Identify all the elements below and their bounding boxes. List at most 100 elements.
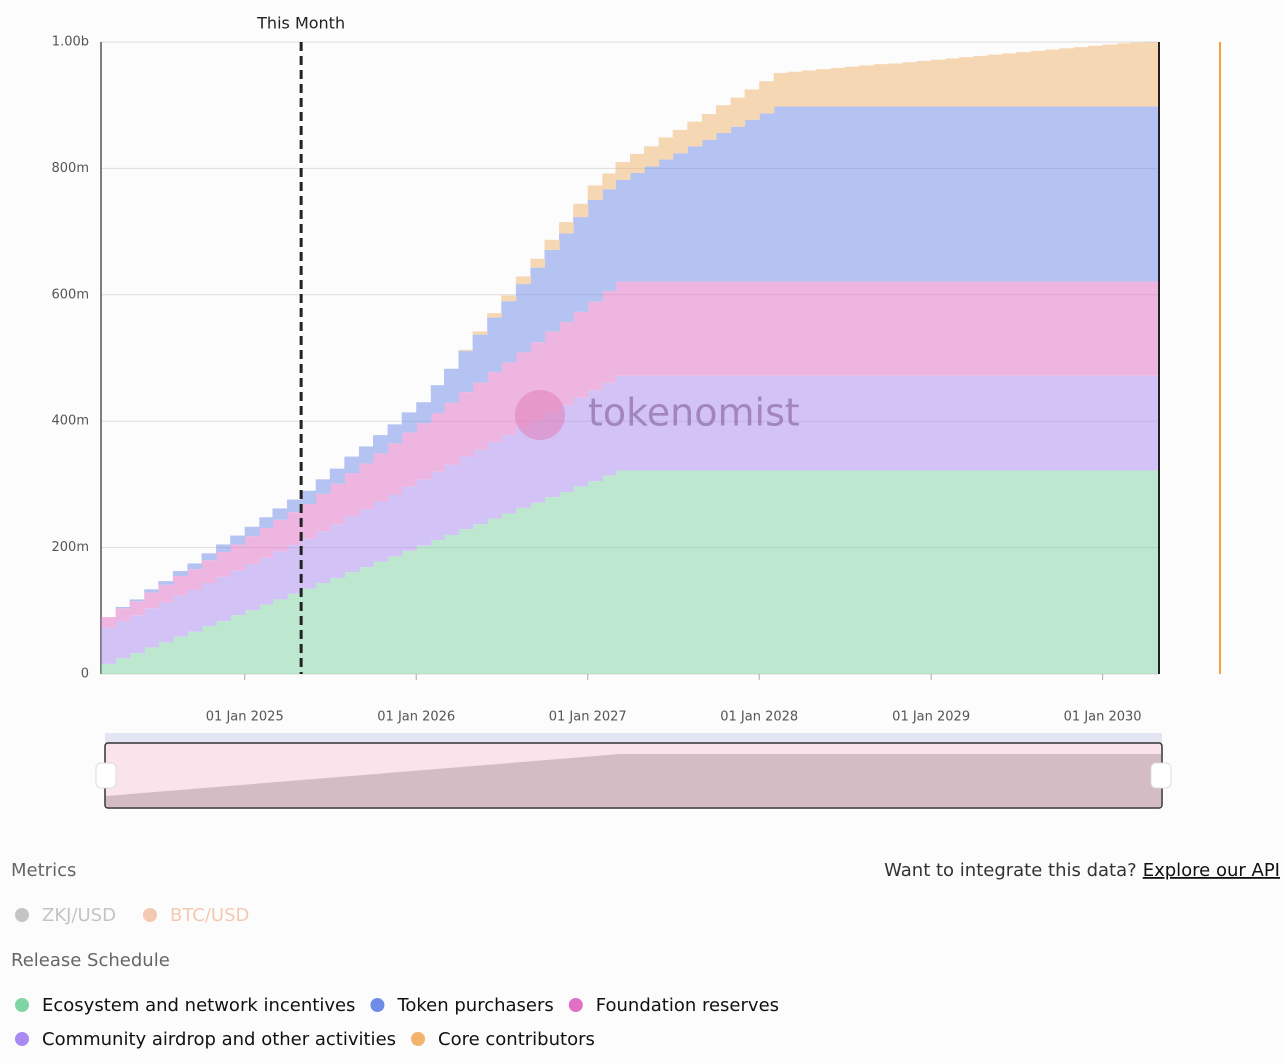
navigator-handle[interactable] [1150, 762, 1172, 789]
area-step [916, 281, 932, 376]
area-step [744, 281, 760, 376]
area-step [487, 371, 502, 443]
area-step [373, 435, 389, 454]
area-step [973, 470, 989, 674]
area-step [287, 593, 302, 674]
legend-label[interactable]: Ecosystem and network incentives [42, 995, 355, 1016]
area-step [630, 375, 645, 471]
watermark-logo [515, 390, 565, 440]
area-step [958, 375, 975, 471]
area-step [1016, 106, 1032, 282]
area-step [344, 572, 360, 674]
navigator-handle[interactable] [95, 762, 117, 789]
area-step [602, 189, 617, 292]
area-step [1117, 375, 1131, 471]
area-step [630, 470, 645, 674]
area-step [587, 481, 603, 674]
area-step [830, 106, 846, 282]
area-step [244, 536, 260, 565]
y-tick-label: 1.00b [52, 35, 89, 50]
legend-label[interactable]: Community airdrop and other activities [42, 1029, 396, 1050]
area-step [701, 114, 717, 140]
legend-dot[interactable] [15, 998, 29, 1012]
area-step [458, 392, 474, 457]
legend-label[interactable]: Core contributors [438, 1029, 595, 1050]
area-step [602, 291, 617, 383]
area-step [387, 556, 403, 674]
area-step [902, 281, 918, 376]
metric-dot[interactable] [142, 908, 157, 922]
legend-dot[interactable] [568, 998, 583, 1012]
area-step [973, 281, 989, 376]
area-step [887, 281, 904, 376]
area-step [587, 301, 603, 391]
area-step [931, 375, 947, 471]
area-step [430, 471, 445, 541]
area-step [144, 589, 159, 593]
area-step [487, 317, 502, 372]
area-step [1059, 48, 1075, 107]
area-step [830, 67, 846, 107]
area-step [515, 276, 532, 285]
x-tick-label: 01 Jan 2029 [892, 710, 970, 725]
area-step [387, 424, 403, 444]
area-step [730, 126, 746, 282]
area-step [472, 334, 488, 383]
area-step [658, 375, 674, 471]
area-step [1144, 106, 1159, 282]
api-link[interactable]: Explore our API [1143, 860, 1280, 881]
y-tick-label: 400m [52, 414, 89, 429]
area-step [401, 550, 417, 674]
area-step [101, 663, 117, 674]
area-step [1002, 106, 1017, 282]
navigator-scrollbar[interactable] [105, 733, 1162, 743]
area-step [472, 524, 488, 674]
area-step [401, 486, 417, 551]
area-step [1102, 106, 1118, 282]
area-step [1130, 375, 1146, 471]
metric-label[interactable]: ZKJ/USD [42, 905, 116, 926]
area-step [773, 281, 788, 376]
area-step [931, 106, 947, 282]
legend-dot[interactable] [411, 1032, 426, 1046]
area-step [873, 375, 889, 471]
x-tick-label: 01 Jan 2030 [1064, 710, 1142, 725]
legend-label[interactable]: Token purchasers [396, 995, 553, 1016]
metric-dot[interactable] [15, 908, 29, 922]
area-step [973, 375, 989, 471]
area-step [945, 281, 960, 376]
area-step [987, 375, 1003, 471]
area-step [759, 81, 775, 114]
area-step [329, 483, 345, 525]
metric-label[interactable]: BTC/USD [170, 905, 249, 926]
area-step [916, 60, 932, 107]
area-step [801, 106, 817, 282]
legend-dot[interactable] [370, 998, 385, 1012]
area-step [1030, 470, 1046, 674]
area-step [844, 470, 860, 674]
area-step [687, 375, 703, 471]
area-step [1002, 281, 1017, 376]
area-step [1102, 44, 1118, 107]
legend-dot[interactable] [15, 1032, 29, 1046]
area-step [544, 249, 560, 332]
area-step [344, 516, 360, 573]
area-step [387, 443, 403, 495]
area-step [916, 470, 932, 674]
area-step [945, 375, 960, 471]
area-step [816, 375, 832, 471]
area-step [830, 281, 846, 376]
area-step [830, 375, 846, 471]
legend-label[interactable]: Foundation reserves [596, 995, 779, 1016]
area-step [472, 449, 488, 525]
area-step [501, 435, 517, 514]
area-step [1045, 49, 1061, 107]
area-step [216, 620, 231, 674]
area-step [672, 470, 688, 674]
area-step [544, 239, 560, 250]
area-step [1088, 470, 1104, 674]
area-step [902, 62, 918, 107]
area-step [859, 470, 875, 674]
area-step [129, 601, 145, 616]
